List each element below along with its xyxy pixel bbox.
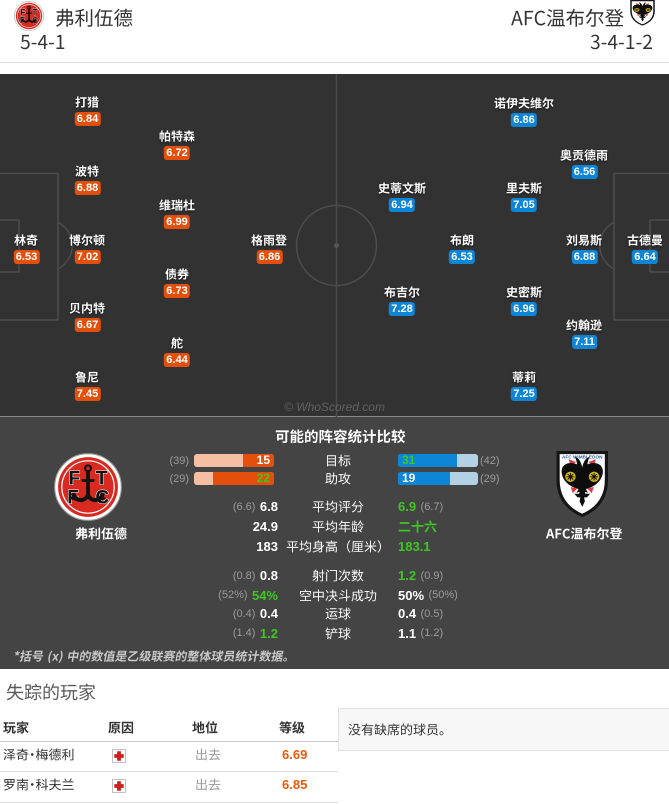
svg-text:AFC WIMBLEDON: AFC WIMBLEDON	[562, 454, 603, 459]
svg-text:F: F	[20, 7, 25, 17]
svg-text:T: T	[96, 468, 108, 489]
svg-text:T: T	[32, 7, 38, 17]
svg-text:F: F	[69, 468, 81, 489]
